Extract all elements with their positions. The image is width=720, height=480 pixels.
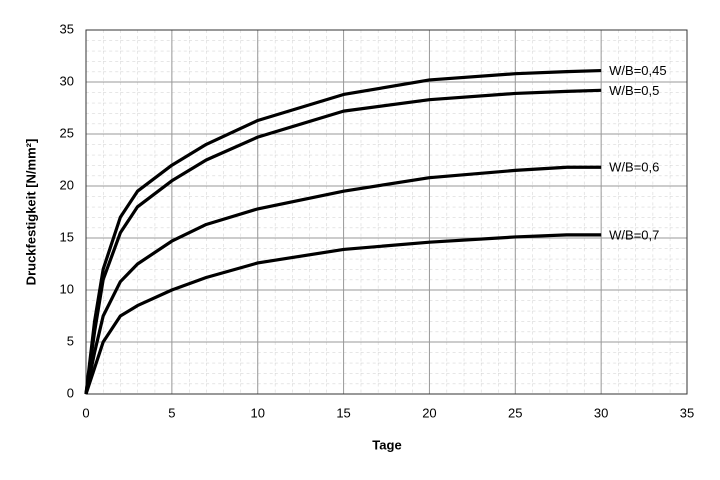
x-tick-label: 15: [336, 405, 350, 420]
x-tick-label: 10: [250, 405, 264, 420]
series-line: [84, 233, 602, 395]
series-line: [84, 165, 602, 395]
x-tick-label: 35: [680, 405, 694, 420]
series-label: W/B=0,45: [609, 63, 666, 78]
y-tick-label: 25: [60, 125, 74, 140]
y-tick-label: 30: [60, 73, 74, 88]
minor-grid: [86, 30, 687, 394]
x-axis-label: Tage: [372, 437, 401, 452]
series-label: W/B=0,7: [609, 227, 659, 242]
x-tick-label: 0: [82, 405, 89, 420]
x-tick-label: 25: [508, 405, 522, 420]
series-label: W/B=0,5: [609, 83, 659, 98]
series-line: [84, 68, 602, 395]
x-tick-label: 30: [594, 405, 608, 420]
y-tick-label: 15: [60, 229, 74, 244]
series-line: [84, 88, 602, 395]
y-tick-label: 35: [60, 21, 74, 36]
y-tick-label: 20: [60, 177, 74, 192]
x-tick-label: 5: [168, 405, 175, 420]
y-tick-label: 5: [67, 333, 74, 348]
y-axis-label: Druckfestigkeit [N/mm²]: [23, 139, 38, 286]
y-tick-label: 0: [67, 385, 74, 400]
y-tick-label: 10: [60, 281, 74, 296]
plot-frame: [85, 29, 688, 395]
series-label: W/B=0,6: [609, 160, 659, 175]
x-tick-label: 20: [422, 405, 436, 420]
